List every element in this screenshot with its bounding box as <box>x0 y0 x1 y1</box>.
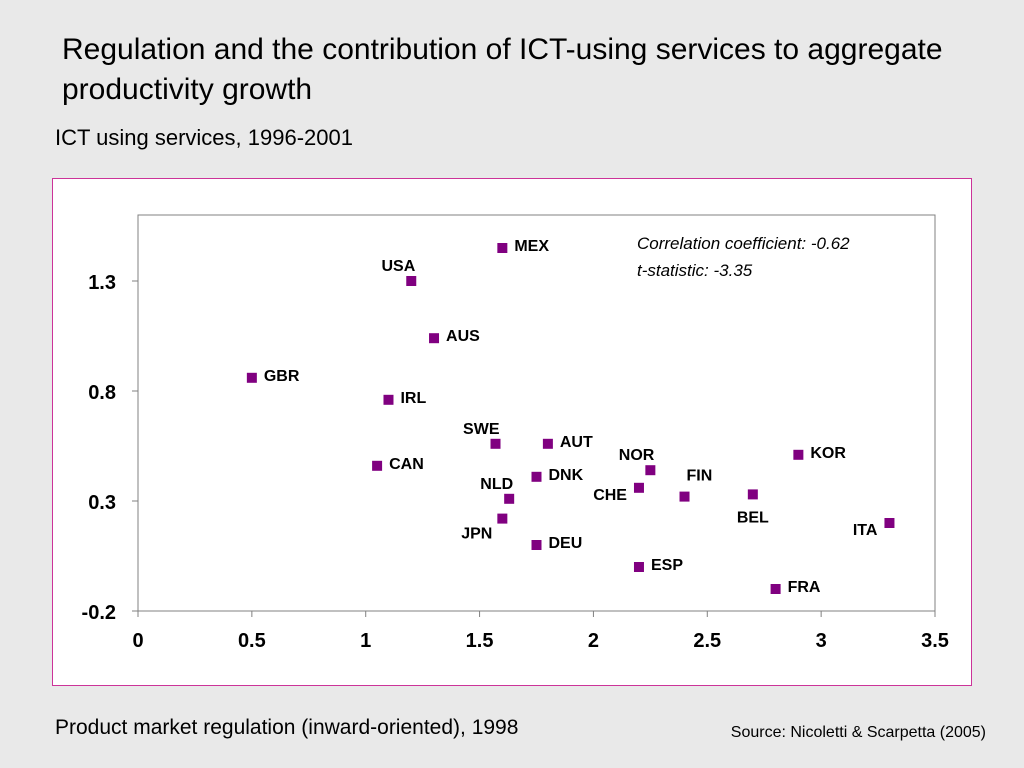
data-point-marker <box>497 243 508 253</box>
data-point-label: BEL <box>737 509 769 526</box>
x-tick-label: 2 <box>588 630 599 652</box>
data-point-marker <box>770 584 781 594</box>
data-point-marker <box>793 449 804 460</box>
data-point-marker <box>645 465 656 476</box>
data-point-label: CHE <box>593 487 627 504</box>
data-point-marker <box>246 372 257 383</box>
data-point-label: FRA <box>788 579 821 596</box>
data-point-label: NLD <box>480 476 513 493</box>
data-point-marker <box>531 540 542 550</box>
data-point-label: SWE <box>463 421 500 438</box>
data-point-label: KOR <box>810 445 846 462</box>
data-point-marker <box>679 491 690 502</box>
x-tick-label: 3 <box>816 630 827 652</box>
data-point-label: AUT <box>560 434 593 451</box>
data-points: MEX USA AUS GBR IRL SWE AUT CAN DNK NOR FIN CHE NLD K… <box>246 238 895 596</box>
source-note: Source: Nicoletti & Scarpetta (2005) <box>730 724 986 741</box>
data-point-label: IRL <box>400 390 426 407</box>
x-tick-label: 2.5 <box>693 630 721 652</box>
data-point-label: CAN <box>389 456 424 473</box>
data-point-marker <box>372 460 383 471</box>
data-point-label: JPN <box>461 526 492 543</box>
data-point-marker <box>531 471 542 482</box>
data-point-label: FIN <box>687 468 713 485</box>
data-point-marker <box>504 493 515 504</box>
plot-area <box>137 214 936 612</box>
data-point-label: DNK <box>549 467 584 484</box>
data-point-label: AUS <box>446 328 480 345</box>
data-point-marker <box>884 518 895 528</box>
x-tick-label: 1 <box>360 630 371 652</box>
page-title: Regulation and the contribution of ICT-u… <box>62 33 943 106</box>
data-point-marker <box>542 438 553 449</box>
x-tick-label: 0.5 <box>238 630 266 652</box>
x-axis-label: Product market regulation (inward-orient… <box>55 716 519 739</box>
data-point-label: MEX <box>514 238 549 255</box>
data-point-label: NOR <box>619 447 655 464</box>
t-statistic-annotation: t-statistic: -3.35 <box>637 261 753 280</box>
data-point-label: ITA <box>853 522 878 539</box>
data-point-marker <box>497 513 508 524</box>
y-tick-label: -0.2 <box>82 602 116 624</box>
y-tick-label: 0.8 <box>88 382 116 404</box>
data-point-label: GBR <box>264 368 300 385</box>
x-tick-label: 3.5 <box>921 630 949 652</box>
data-point-label: USA <box>381 258 415 275</box>
data-point-marker <box>429 333 440 344</box>
correlation-annotation: Correlation coefficient: -0.62 <box>637 234 850 253</box>
y-tick-label: 1.3 <box>88 272 116 294</box>
x-tick-label: 0 <box>132 630 143 652</box>
y-tick-label: 0.3 <box>88 492 116 514</box>
data-point-marker <box>747 489 758 500</box>
data-point-marker <box>633 482 644 493</box>
x-tick-label: 1.5 <box>466 630 494 652</box>
data-point-marker <box>406 276 417 286</box>
data-point-marker <box>383 394 394 405</box>
data-point-label: DEU <box>549 535 583 552</box>
axes: 0 0.5 1 1.5 2 2.5 3 3.5 -0.2 0.3 0.8 1.3 <box>82 272 949 652</box>
data-point-marker <box>490 438 501 449</box>
data-point-marker <box>633 562 644 572</box>
data-point-label: ESP <box>651 557 683 574</box>
chart-subtitle: ICT using services, 1996-2001 <box>55 125 353 150</box>
